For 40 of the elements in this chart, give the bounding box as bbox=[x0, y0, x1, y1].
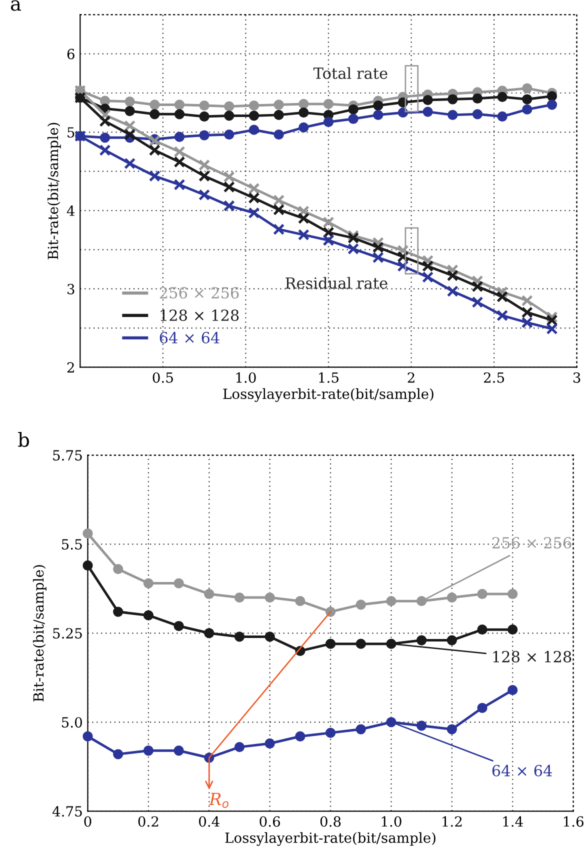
x-tick-label: 0.6 bbox=[260, 816, 280, 827]
x-tick-label: 0.8 bbox=[320, 816, 341, 827]
annotation: 64 × 64 bbox=[492, 764, 552, 776]
x-tick-label: 1.0 bbox=[382, 816, 402, 827]
y-tick-label: 5 bbox=[68, 127, 74, 138]
text: b bbox=[18, 432, 30, 448]
y-axis-title: Bit-rate(bit/sample) bbox=[47, 122, 61, 260]
y-tick-label: 5.75 bbox=[53, 450, 82, 461]
annotation: Residual rate bbox=[286, 276, 388, 289]
x-tick-label: 0.5 bbox=[152, 372, 173, 383]
annotation: R$_{o}$ bbox=[208, 792, 228, 808]
y-tick-label: 4.75 bbox=[52, 806, 82, 817]
annotation: 128 × 128 bbox=[493, 650, 572, 662]
y-tick-label: 6 bbox=[67, 48, 74, 60]
x-tick-label: 1.6 bbox=[564, 816, 584, 827]
y-tick-label: 5.25 bbox=[53, 628, 82, 639]
x-tick-label: 1.0 bbox=[236, 372, 256, 383]
x-tick-label: 1.2 bbox=[442, 816, 462, 827]
legend-label: 256 × 256 bbox=[160, 287, 239, 299]
y-axis-title: Bit-rate(bit/sample) bbox=[32, 565, 46, 702]
y-tick-label: 5.5 bbox=[62, 539, 82, 550]
x-axis-title: Lossylayerbit-rate(bit/sample) bbox=[225, 832, 436, 846]
x-tick-label: 0.2 bbox=[138, 816, 158, 827]
legend-label: 64 × 64 bbox=[160, 332, 220, 344]
legend-label: 128 × 128 bbox=[160, 309, 239, 322]
x-tick-label: 1.5 bbox=[319, 372, 338, 383]
y-tick-label: 4 bbox=[66, 205, 75, 216]
y-tick-label: 3 bbox=[68, 284, 74, 294]
x-tick-label: 0.4 bbox=[199, 816, 220, 827]
text: a bbox=[10, 0, 21, 11]
x-tick-label: 3 bbox=[573, 372, 580, 383]
y-tick-label: 2 bbox=[67, 362, 74, 372]
annotation: Total rate bbox=[313, 67, 388, 80]
x-axis-title: Lossylayerbit-rate(bit/sample) bbox=[223, 388, 434, 402]
x-tick-label: 0 bbox=[84, 816, 92, 827]
annotation: 256 × 256 bbox=[492, 537, 572, 549]
x-tick-label: 1.4 bbox=[503, 816, 523, 827]
x-tick-label: 2 bbox=[408, 372, 414, 383]
y-tick-label: 5.0 bbox=[62, 717, 82, 728]
x-tick-label: 2.5 bbox=[484, 372, 504, 383]
